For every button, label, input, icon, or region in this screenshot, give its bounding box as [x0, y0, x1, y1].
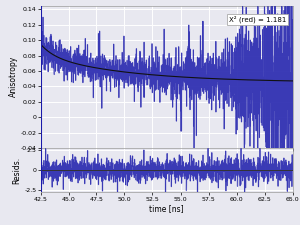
Y-axis label: Resids.: Resids. [12, 157, 21, 184]
Text: X² (red) = 1.181: X² (red) = 1.181 [229, 16, 286, 23]
Y-axis label: Anisotropy: Anisotropy [9, 56, 18, 97]
X-axis label: time [ns]: time [ns] [149, 204, 184, 213]
